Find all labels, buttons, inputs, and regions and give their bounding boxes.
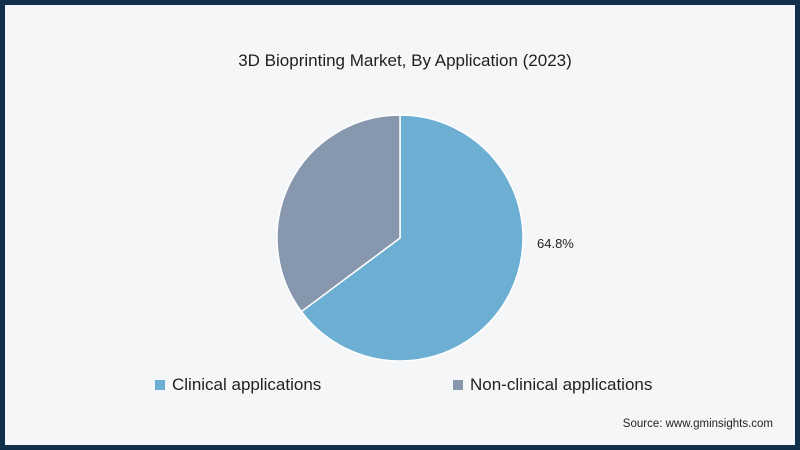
source-note: Source: www.gminsights.com — [622, 418, 773, 430]
legend-item-non-clinical: Non-clinical applications — [453, 375, 652, 395]
chart-legend: Clinical applications Non-clinical appli… — [5, 375, 800, 399]
legend-label-clinical: Clinical applications — [172, 375, 322, 394]
pie-chart: 64.8% — [276, 114, 574, 362]
data-label-clinical-applications: 64.8% — [537, 236, 574, 251]
chart-title: 3D Bioprinting Market, By Application (2… — [238, 51, 572, 70]
legend-swatch-non-clinical — [453, 380, 463, 390]
pie-slice-clinical-applications — [300, 114, 524, 362]
legend-swatch-clinical — [155, 380, 165, 390]
legend-item-clinical: Clinical applications — [155, 375, 321, 395]
legend-label-non-clinical: Non-clinical applications — [470, 375, 653, 394]
pie-slice-non-clinical-applications — [276, 114, 401, 313]
